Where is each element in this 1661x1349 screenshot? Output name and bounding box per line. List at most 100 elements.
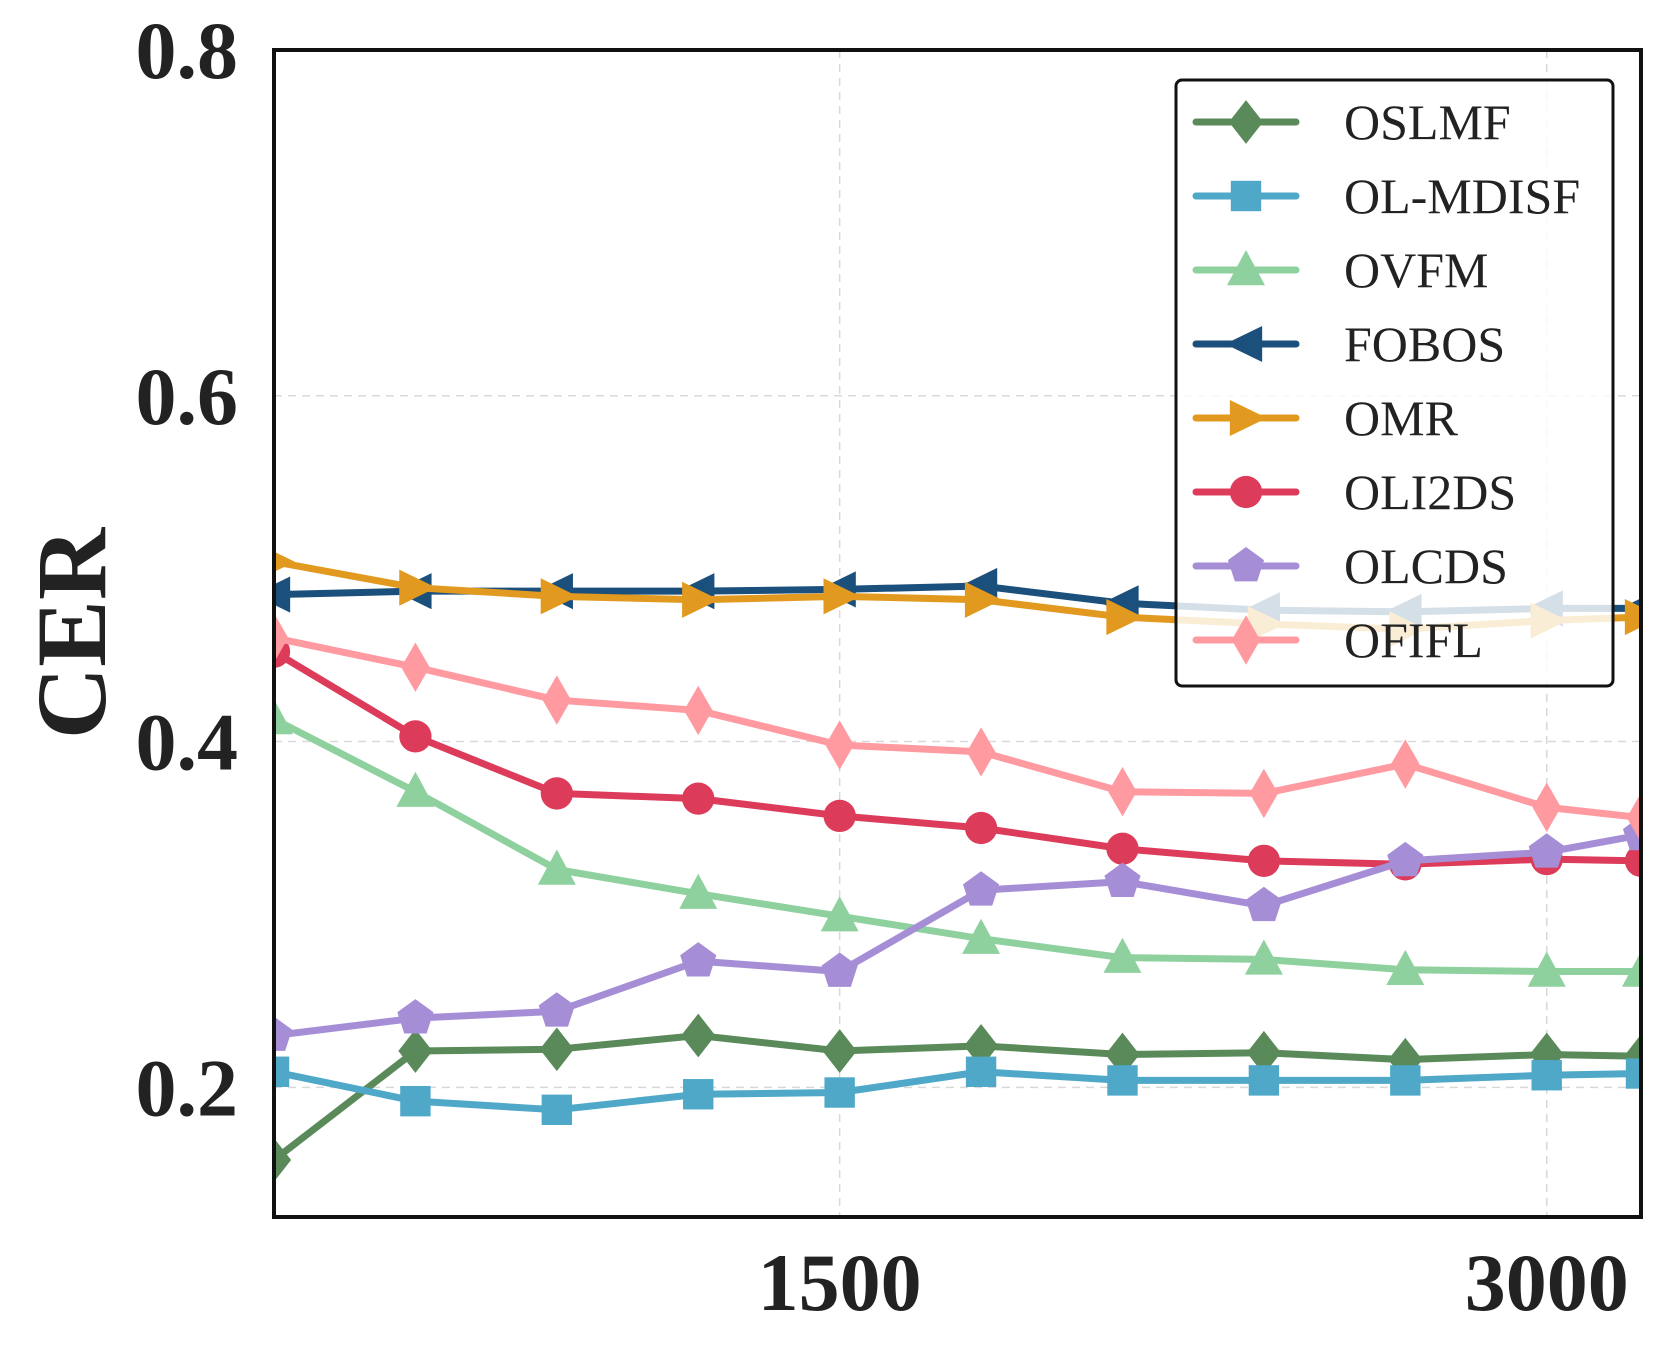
- data-point-omr: [1106, 599, 1144, 636]
- data-point-ofifl: [683, 685, 713, 736]
- series-ovfm: [274, 699, 1641, 987]
- data-point-ol-mdisf: [400, 1085, 431, 1117]
- legend-label: OVFM: [1344, 242, 1488, 298]
- data-point-oslmf: [539, 1027, 574, 1072]
- data-point-olcds: [1387, 841, 1424, 877]
- data-point-ofifl: [1108, 766, 1137, 817]
- legend-item-oli2ds: OLI2DS: [1192, 464, 1516, 520]
- data-point-ol-mdisf: [1248, 1065, 1280, 1096]
- data-point-ofifl: [1391, 739, 1420, 789]
- data-point-olcds: [538, 992, 575, 1027]
- legend-item-fobos: FOBOS: [1192, 316, 1505, 372]
- x-tick-label: 1500: [758, 1237, 922, 1328]
- data-point-ol-mdisf: [541, 1094, 573, 1126]
- data-point-oli2ds: [540, 777, 573, 810]
- data-point-ol-mdisf: [683, 1079, 714, 1110]
- y-tick-label: 0.2: [136, 1042, 239, 1133]
- data-point-oslmf: [681, 1013, 716, 1058]
- data-point-ovfm: [396, 771, 435, 807]
- series-layer: [274, 551, 1641, 1182]
- data-point-oslmf: [274, 1138, 292, 1182]
- data-point-ovfm: [1244, 939, 1283, 975]
- legend-marker: [1229, 475, 1263, 509]
- legend-label: FOBOS: [1344, 316, 1505, 372]
- data-point-omr: [823, 578, 861, 615]
- legend-marker: [1230, 180, 1262, 212]
- legend-label: OSLMF: [1344, 94, 1511, 150]
- data-point-ovfm: [962, 918, 1001, 954]
- data-point-ofifl: [542, 675, 572, 725]
- y-tick-label: 0.8: [136, 5, 239, 96]
- legend-marker: [1228, 100, 1264, 144]
- data-point-ol-mdisf: [965, 1056, 997, 1087]
- data-point-omr: [682, 581, 720, 618]
- legend-label: OLI2DS: [1344, 464, 1516, 520]
- data-point-ol-mdisf: [274, 1056, 290, 1087]
- series-ofifl: [274, 613, 1641, 843]
- data-point-oli2ds: [1106, 832, 1139, 865]
- legend-item-ol-mdisf: OL-MDISF: [1192, 168, 1580, 224]
- legend-item-omr: OMR: [1192, 390, 1459, 446]
- data-point-ofifl: [274, 613, 289, 663]
- data-point-ovfm: [1103, 937, 1142, 973]
- y-tick-label: 0.4: [136, 697, 239, 788]
- legend-marker: [1229, 399, 1267, 437]
- data-point-ofifl: [1249, 768, 1279, 819]
- data-point-ovfm: [537, 849, 576, 885]
- data-point-olcds: [1104, 862, 1141, 897]
- y-tick-label: 0.6: [136, 351, 239, 442]
- x-tick-label: 3000: [1465, 1237, 1629, 1328]
- data-point-ol-mdisf: [824, 1077, 855, 1108]
- data-point-oslmf: [1246, 1030, 1281, 1075]
- data-point-olcds: [962, 871, 1000, 906]
- legend-label: OMR: [1344, 390, 1459, 446]
- data-point-olcds: [274, 1016, 293, 1051]
- data-point-oslmf: [398, 1029, 433, 1073]
- data-point-ol-mdisf: [1531, 1060, 1562, 1091]
- data-point-ofifl: [401, 642, 430, 692]
- data-point-olcds: [397, 999, 434, 1034]
- legend-marker: [1231, 615, 1261, 665]
- data-point-omr: [1624, 599, 1641, 636]
- legend-item-oslmf: OSLMF: [1192, 94, 1511, 150]
- y-tick-labels: 0.2 0.4 0.6 0.8: [136, 5, 239, 1133]
- legend-marker: [1227, 250, 1265, 286]
- data-point-oli2ds: [1247, 844, 1281, 877]
- legend-item-ovfm: OVFM: [1192, 242, 1488, 298]
- data-point-ol-mdisf: [1107, 1065, 1138, 1096]
- data-point-ofifl: [825, 720, 854, 770]
- data-point-omr: [540, 578, 578, 615]
- legend-marker: [1227, 547, 1265, 582]
- series-ol-mdisf: [274, 1056, 1641, 1126]
- data-point-ovfm: [820, 896, 859, 932]
- plot-frame: [272, 48, 1643, 1219]
- legend-marker: [1225, 325, 1263, 363]
- legend-box: [1174, 78, 1615, 688]
- data-point-ofifl: [966, 727, 996, 777]
- y-axis-title: CER: [16, 526, 127, 739]
- data-point-ovfm: [1622, 951, 1641, 987]
- x-tick-labels: 1500 3000: [758, 1237, 1629, 1328]
- data-point-olcds: [680, 942, 717, 977]
- data-point-oslmf: [822, 1029, 857, 1073]
- data-point-olcds: [1528, 833, 1565, 868]
- data-point-ofifl: [1532, 782, 1561, 832]
- series-line-ovfm: [274, 715, 1641, 975]
- data-point-oli2ds: [823, 799, 856, 833]
- data-point-oslmf: [1529, 1032, 1564, 1077]
- data-point-omr: [399, 569, 437, 606]
- series-line-ol-mdisf: [274, 1068, 1641, 1114]
- data-point-omr: [274, 551, 295, 572]
- data-point-olcds: [821, 952, 858, 987]
- data-point-omr: [964, 581, 1002, 618]
- legend-item-olcds: OLCDS: [1192, 538, 1508, 594]
- data-point-ol-mdisf: [1625, 1058, 1641, 1089]
- data-point-ovfm: [1386, 949, 1425, 985]
- legend-label: OL-MDISF: [1344, 168, 1580, 224]
- legend-item-ofifl: OFIFL: [1192, 612, 1483, 668]
- data-point-oli2ds: [399, 720, 432, 753]
- data-point-oli2ds: [1624, 844, 1641, 877]
- legend: OSLMF OL-MDISF OVFM FOBOS OMR OLI2DS OLCDS OFIF…: [1174, 78, 1615, 688]
- data-point-ovfm: [274, 699, 293, 735]
